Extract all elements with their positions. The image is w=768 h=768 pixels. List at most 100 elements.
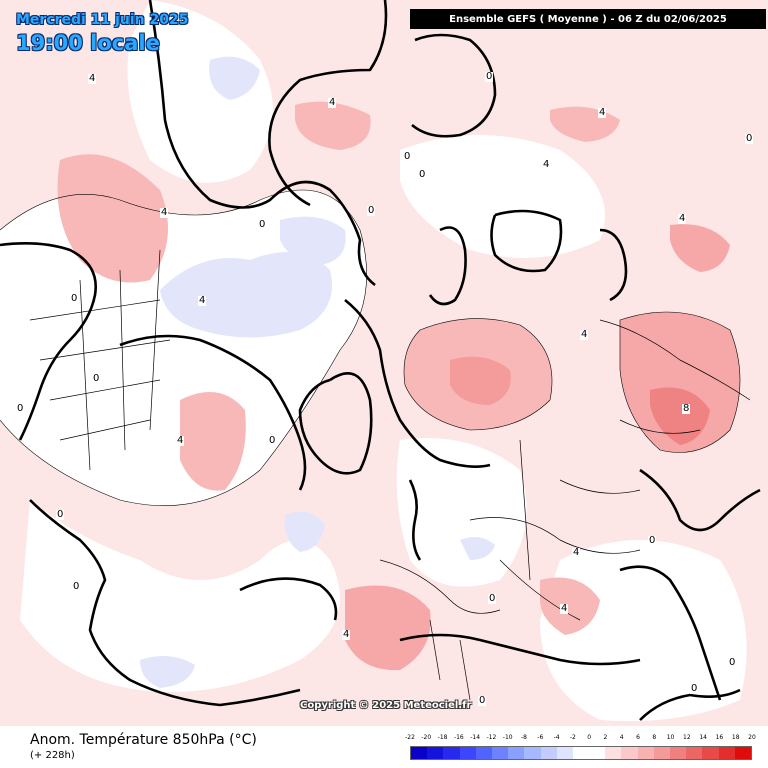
neutral-region-asia-east	[540, 540, 747, 722]
legend-swatch	[524, 747, 541, 759]
contour-label: 4	[598, 107, 607, 118]
legend-swatch	[572, 747, 590, 759]
legend-tick-label: -10	[502, 734, 513, 741]
coastlines	[0, 0, 761, 721]
contour-label: 0	[72, 581, 81, 592]
coast-greenland	[298, 372, 373, 475]
legend-color-bar	[410, 746, 752, 760]
legend-tick-label: -14	[470, 734, 481, 741]
variable-title: Anom. Température 850hPa (°C)	[30, 732, 257, 748]
anomaly-contours	[0, 189, 741, 506]
coast-iceland	[239, 577, 338, 621]
legend-swatch	[653, 747, 670, 759]
legend-swatch	[459, 747, 476, 759]
legend-tick-label: 0	[587, 734, 592, 741]
border-north-america	[29, 249, 171, 471]
contour-label: 0	[367, 205, 376, 216]
legend-swatch	[637, 747, 654, 759]
contour-label: 4	[560, 603, 569, 614]
legend-tick-label: 2	[603, 734, 608, 741]
cold-anomaly-atlantic-south	[140, 656, 195, 688]
legend-swatch	[427, 747, 444, 759]
legend-tick-label: -16	[453, 734, 464, 741]
coast-japan	[639, 688, 741, 721]
map-canvas	[0, 0, 768, 726]
forecast-local-time: 19:00 locale	[16, 31, 160, 55]
coast-laptev	[599, 228, 628, 302]
legend-swatch	[670, 747, 687, 759]
coast-hudson	[119, 334, 307, 491]
legend-swatch	[589, 747, 606, 759]
border-europe	[379, 559, 501, 701]
contour-label: 0	[70, 293, 79, 304]
legend-tick-label: 4	[619, 734, 624, 741]
legend-tick-label: 18	[731, 734, 740, 741]
legend-swatch	[508, 747, 525, 759]
warm-anomaly-far-east	[670, 224, 730, 272]
contour-label: 4	[328, 97, 337, 108]
legend-swatch	[491, 747, 509, 759]
legend-swatch	[621, 747, 638, 759]
cold-anomaly-atlantic	[284, 511, 325, 552]
contour-label: 0	[488, 593, 497, 604]
contour-label: 0	[478, 695, 487, 706]
legend-swatch	[443, 747, 460, 759]
legend-tick-label: 6	[636, 734, 640, 741]
contour-label: 4	[160, 207, 169, 218]
warm-anomaly-north-america	[57, 154, 168, 283]
contour-label: 0	[485, 71, 494, 82]
map-footer: Anom. Température 850hPa (°C) (+ 228h) -…	[0, 726, 768, 768]
legend-tick-label: -12	[486, 734, 497, 741]
contour-label: 0	[418, 169, 427, 180]
coast-north-america-west	[0, 242, 98, 441]
legend-swatch	[475, 747, 492, 759]
contour-label: 4	[542, 159, 551, 170]
coast-scandinavia	[408, 479, 422, 561]
legend-swatch	[702, 747, 719, 759]
warm-anomaly-iberia	[345, 585, 431, 671]
contour-label: 4	[198, 295, 207, 306]
warm-core-siberia	[450, 356, 511, 405]
border-asia	[599, 319, 751, 434]
legend-swatch	[718, 747, 735, 759]
legend-tick-label: -2	[569, 734, 576, 741]
cold-anomaly-europe	[460, 536, 495, 560]
contour-label: 4	[572, 547, 581, 558]
contour-label: 0	[403, 151, 412, 162]
contour-label: 4	[678, 213, 687, 224]
neutral-region-pacific-north	[127, 0, 273, 183]
forecast-date: Mercredi 11 juin 2025	[16, 12, 189, 28]
legend-tick-label: -20	[421, 734, 432, 741]
contour-label: 8	[682, 403, 691, 414]
legend-tick-label: 8	[652, 734, 657, 741]
contour-label: 4	[88, 73, 97, 84]
warm-anomaly-caspian	[540, 577, 600, 635]
copyright-watermark: Copyright © 2025 Meteociel.fr	[300, 700, 472, 711]
legend-tick-label: -18	[437, 734, 448, 741]
legend-tick-label: -8	[521, 734, 527, 741]
legend-swatch	[605, 747, 622, 759]
contour-label: 4	[176, 435, 185, 446]
legend-tick-label: -6	[537, 734, 544, 741]
warm-anomaly-mongolia	[620, 312, 740, 453]
legend-tick-label: 12	[683, 734, 691, 741]
coast-novaya-zemlya	[428, 226, 467, 306]
legend-tick-label: 20	[748, 734, 756, 741]
contour-label: 0	[690, 683, 699, 694]
contour-label: 0	[258, 219, 267, 230]
cold-anomaly-arctic	[160, 252, 332, 338]
contour-label: 0	[745, 133, 754, 144]
contour-label: 0	[728, 657, 737, 668]
contour-label: 0	[92, 373, 101, 384]
anomaly-map: Mercredi 11 juin 2025 19:00 locale Ensem…	[0, 0, 768, 726]
legend-swatch	[540, 747, 557, 759]
contour-label: 0	[648, 535, 657, 546]
coast-east-asia	[619, 565, 722, 701]
contour-label: 0	[16, 403, 25, 414]
coast-chukotka	[268, 0, 388, 207]
legend-tick-row: -22 -20 -18 -16 -14 -12 -10 -8 -6 -4 -2 0 2 4 6 8 10 12 14…	[405, 734, 756, 744]
neutral-region-europe	[396, 438, 527, 587]
cold-anomaly-greenland-sea	[280, 216, 346, 265]
contour-label: 4	[342, 629, 351, 640]
warm-core-mongolia	[650, 387, 710, 445]
